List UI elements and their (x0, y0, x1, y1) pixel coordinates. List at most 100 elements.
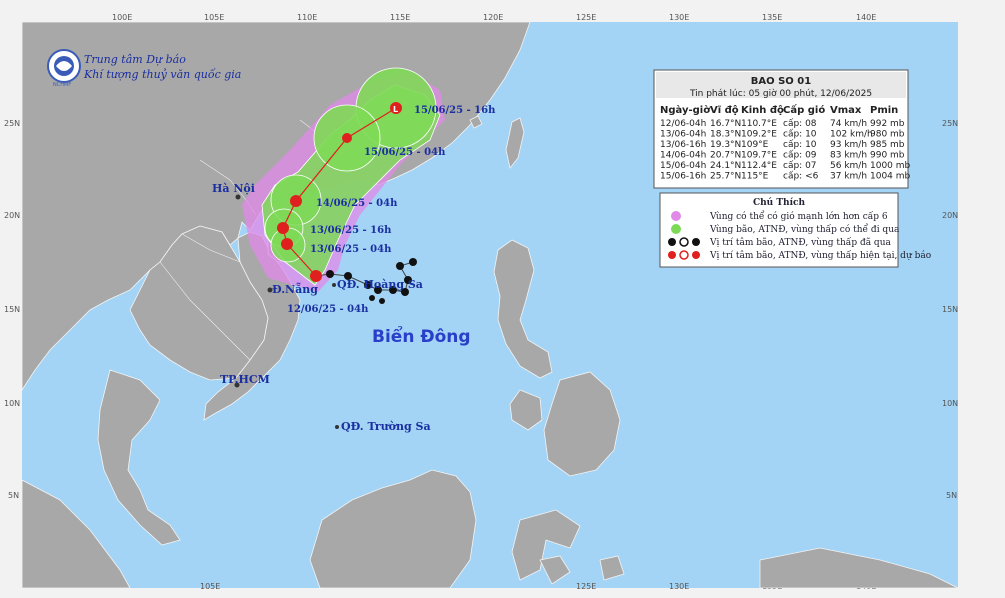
svg-text:Vị trí tâm bão, ATNĐ, vùng thấ: Vị trí tâm bão, ATNĐ, vùng thấp đã qua (709, 237, 891, 248)
past-markers (326, 258, 417, 304)
bulletin-cell: 12/06-04h (660, 119, 706, 129)
bulletin-title: BAO SO 01 (751, 76, 811, 87)
svg-text:NCHMF: NCHMF (53, 82, 71, 88)
svg-text:130E: 130E (669, 13, 689, 22)
bulletin-cell: 102 km/h (830, 130, 873, 140)
svg-text:110E: 110E (297, 13, 317, 22)
bulletin-cell: 990 mb (870, 151, 905, 161)
bulletin-cell: 20.7°N (710, 151, 741, 161)
svg-text:10N: 10N (942, 399, 958, 408)
lon-axis-top: 100E 105E 110E 115E 120E 125E 130E 135E … (112, 13, 876, 22)
bulletin-cell: 109.2°E (741, 130, 777, 140)
svg-text:105E: 105E (200, 582, 220, 591)
bulletin-cell: cấp: 08 (783, 118, 817, 129)
track-label-2: 13/06/25 - 04h (310, 244, 392, 255)
bulletin-cell: 115°E (741, 172, 769, 182)
bulletin-panel: BAO SO 01 Tin phát lúc: 05 giờ 00 phút, … (653, 69, 911, 189)
bulletin-cell: 83 km/h (830, 151, 867, 161)
svg-text:Kinh độ: Kinh độ (741, 104, 784, 116)
storm-position-marker (290, 195, 302, 207)
bulletin-cell: 56 km/h (830, 161, 867, 171)
bulletin-cell: cấp: 09 (783, 150, 817, 161)
agency-name-line2: Khí tượng thuỷ văn quốc gia (83, 68, 241, 81)
bulletin-cell: 25.7°N (710, 172, 741, 182)
svg-text:Vmax: Vmax (830, 105, 862, 116)
bulletin-cell: 16.7°N (710, 119, 741, 129)
bulletin-cell: cấp: 10 (783, 139, 817, 150)
bulletin-cell: 13/06-16h (660, 140, 706, 150)
svg-text:130E: 130E (669, 582, 689, 591)
bulletin-cell: 93 km/h (830, 140, 867, 150)
svg-text:20N: 20N (942, 211, 958, 220)
legend-item-current-positions: Vị trí tâm bão, ATNĐ, vùng thấp hiện tại… (668, 250, 931, 261)
storm-position-marker (310, 270, 322, 282)
low-pressure-marker (390, 102, 402, 114)
legend-panel: Chú Thích Vùng có thể có gió mạnh lớn hơ… (659, 192, 931, 268)
svg-text:10N: 10N (4, 399, 20, 408)
bulletin-cell: 112.4°E (741, 161, 777, 171)
track-label-6: 15/06/25 - 16h (414, 105, 496, 116)
svg-text:125E: 125E (576, 582, 596, 591)
svg-text:Ngày-giờ: Ngày-giờ (660, 104, 711, 116)
track-label-4: 14/06/25 - 04h (316, 198, 398, 209)
svg-text:105E: 105E (204, 13, 224, 22)
svg-text:Vị trí tâm bão, ATNĐ, vùng thấ: Vị trí tâm bão, ATNĐ, vùng thấp hiện tại… (709, 250, 931, 261)
place-hanoi: Hà Nội (212, 182, 255, 195)
track-label-5: 15/06/25 - 04h (364, 147, 446, 158)
bulletin-row: 15/06-16h 25.7°N 115°E cấp: <6 37 km/h 1004 m… (660, 171, 911, 182)
svg-text:135E: 135E (762, 13, 782, 22)
svg-text:Vĩ độ: Vĩ độ (710, 104, 739, 116)
bulletin-cell: cấp: 10 (783, 129, 817, 140)
svg-text:5N: 5N (8, 491, 19, 500)
bulletin-cell: 15/06-04h (660, 161, 706, 171)
bulletin-cell: 980 mb (870, 130, 905, 140)
bulletin-cell: 14/06-04h (660, 151, 706, 161)
bulletin-cell: 18.3°N (710, 130, 741, 140)
svg-text:25N: 25N (942, 119, 958, 128)
past-track (315, 261, 414, 293)
bulletin-cell: 13/06-04h (660, 130, 706, 140)
place-hoangsa: QĐ. Hoàng Sa (337, 278, 423, 291)
place-danang: Đ.Nẵng (272, 283, 318, 296)
sea-label: Biển Đông (372, 325, 471, 347)
forecast-track (282, 107, 397, 277)
bulletin-cell: 109°E (741, 140, 769, 150)
storm-position-marker (277, 222, 289, 234)
svg-text:Vùng bão, ATNĐ, vùng thấp có t: Vùng bão, ATNĐ, vùng thấp có thể đi qua (709, 223, 900, 235)
svg-text:15N: 15N (4, 305, 20, 314)
place-truongsa: QĐ. Trường Sa (341, 420, 431, 433)
place-tphcm: TP.HCM (220, 373, 270, 386)
svg-text:20N: 20N (4, 211, 20, 220)
bulletin-cell: 110.7°E (741, 119, 777, 129)
bulletin-cell: 1000 mb (870, 161, 911, 171)
bulletin-row: 13/06-16h 19.3°N 109°E cấp: 10 93 km/h 985 mb (660, 139, 905, 150)
lat-axis-left: 25N 20N 15N 10N 5N (4, 119, 20, 500)
svg-text:115E: 115E (390, 13, 410, 22)
bulletin-issued: Tin phát lúc: 05 giờ 00 phút, 12/06/2025 (689, 88, 872, 99)
lat-axis-right: 25N 20N 15N 10N 5N (942, 119, 958, 500)
svg-text:100E: 100E (112, 13, 132, 22)
svg-text:25N: 25N (4, 119, 20, 128)
storm-position-marker (281, 238, 293, 250)
bulletin-cell: 37 km/h (830, 172, 867, 182)
track-label-3: 13/06/25 - 16h (310, 225, 392, 236)
bulletin-cell: cấp: 07 (783, 160, 817, 171)
bulletin-cell: 74 km/h (830, 119, 867, 129)
svg-text:Cấp gió: Cấp gió (783, 103, 825, 116)
bulletin-row: 14/06-04h 20.7°N 109.7°E cấp: 09 83 km/h 990 … (660, 150, 905, 161)
bulletin-row: 13/06-04h 18.3°N 109.2°E cấp: 10 102 km/h980… (660, 129, 905, 140)
bulletin-cell: 992 mb (870, 119, 905, 129)
bulletin-cell: 985 mb (870, 140, 905, 150)
legend-item-strong-wind: Vùng có thể có gió mạnh lớn hơn cấp 6 (671, 210, 888, 222)
agency-header: NCHMF Trung tâm Dự báo Khí tượng thuỷ vă… (47, 49, 241, 88)
svg-text:125E: 125E (576, 13, 596, 22)
svg-text:L: L (393, 105, 398, 114)
bulletin-header-row: Ngày-giờ Vĩ độ Kinh độ Cấp gió Vmax Pmin (660, 103, 898, 116)
depression-position-marker (342, 133, 352, 143)
svg-text:120E: 120E (483, 13, 503, 22)
svg-text:140E: 140E (856, 13, 876, 22)
bulletin-cell: 109.7°E (741, 151, 777, 161)
svg-text:Pmin: Pmin (870, 105, 898, 116)
